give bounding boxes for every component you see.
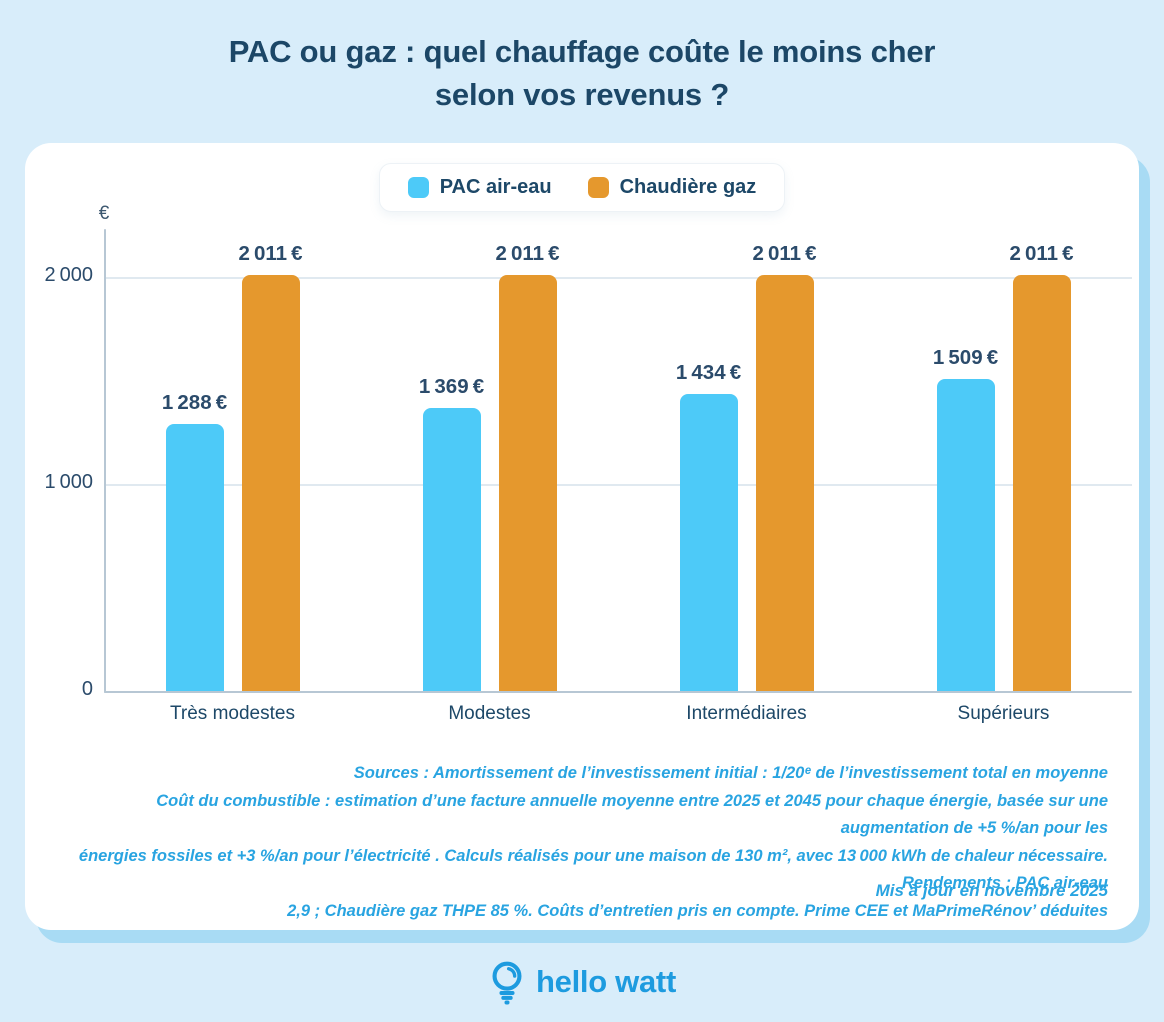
y-tick-label: 1 000 (44, 471, 94, 493)
source-line: énergies fossiles et +3 %/an pour l’élec… (78, 846, 1108, 893)
chart-area: € 0 1 000 2 000 1 288 € 2 011 € Très modestes… (25, 143, 1139, 930)
bar-gaz (241, 275, 300, 691)
source-line: Coût du combustible : estimation d’une f… (156, 791, 1108, 838)
x-category-label: Intermédiaires (686, 703, 807, 724)
y-tick-label: 0 (81, 678, 93, 700)
bar-value-label: 1 288 € (161, 391, 228, 414)
legend-item: Chaudière gaz (587, 176, 757, 199)
page-title-line-2: selon vos revenus ? (434, 77, 730, 112)
bar-value-label: 2 011 € (495, 242, 560, 265)
updated-date: Mis à jour en novembre 2025 (875, 881, 1108, 900)
brand-logo: hello watt (0, 952, 1164, 1012)
chart-legend: PAC air-eau Chaudière gaz (378, 163, 786, 212)
legend-swatch (407, 177, 429, 198)
legend-label: Chaudière gaz (619, 176, 757, 198)
bar-gaz (498, 275, 557, 691)
bar-value-label: 2 011 € (1009, 242, 1074, 265)
gridline (106, 277, 1132, 279)
source-line: 2,9 ; Chaudière gaz THPE 85 %. Coûts d’e… (287, 901, 1108, 920)
lightbulb-icon (488, 960, 526, 1005)
bar-pac (679, 394, 738, 691)
page-title-line-1: PAC ou gaz : quel chauffage coûte le moi… (228, 34, 936, 69)
chart-card: PAC air-eau Chaudière gaz € 0 1 000 2 000 1 … (25, 143, 1139, 930)
y-tick-label: 2 000 (44, 264, 94, 286)
legend-swatch (587, 177, 609, 198)
bar-value-label: 1 369 € (418, 375, 485, 398)
bar-value-label: 1 434 € (675, 361, 742, 384)
bar-pac (422, 408, 481, 691)
page-title: PAC ou gaz : quel chauffage coûte le moi… (0, 30, 1164, 116)
bar-value-label: 1 509 € (932, 346, 999, 369)
bar-value-label: 2 011 € (238, 242, 303, 265)
x-category-label: Modestes (448, 703, 531, 724)
y-axis-unit-label: € (98, 203, 110, 224)
brand-name: hello watt (536, 964, 676, 999)
sources-text: Sources : Amortissement de l’investissem… (55, 760, 1108, 925)
bar-pac (165, 424, 224, 691)
y-axis-line (104, 229, 106, 693)
legend-label: PAC air-eau (439, 176, 552, 198)
legend-item: PAC air-eau (407, 176, 552, 199)
x-category-label: Très modestes (170, 703, 295, 724)
bar-gaz (1012, 275, 1071, 691)
bar-pac (936, 379, 995, 691)
bar-gaz (755, 275, 814, 691)
x-category-label: Supérieurs (957, 703, 1050, 724)
source-line: Sources : Amortissement de l’investissem… (353, 764, 1108, 782)
chart-legend-wrap: PAC air-eau Chaudière gaz (25, 163, 1139, 212)
x-axis-line (104, 691, 1132, 693)
bar-value-label: 2 011 € (752, 242, 817, 265)
gridline (106, 484, 1132, 486)
